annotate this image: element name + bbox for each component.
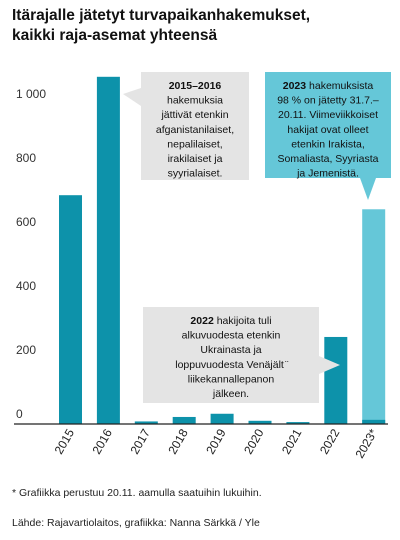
callout-pointer <box>123 88 141 106</box>
x-tick-label: 2021 <box>279 426 305 456</box>
y-tick-label: 1 000 <box>16 87 46 101</box>
x-tick-label: 2022 <box>317 426 343 456</box>
callout-line: syyrialaiset. <box>168 168 223 180</box>
y-tick-label: 800 <box>16 151 36 165</box>
callout-line: irakilaiset ja <box>168 153 223 165</box>
bar <box>210 413 234 424</box>
callout-text-segment: jättivät etenkin <box>160 109 228 121</box>
y-axis-ticks: 0 200 400 600 800 1 000 <box>16 87 46 421</box>
x-tick-label: 2016 <box>90 426 116 456</box>
callout-line: hakemuksia <box>167 95 223 107</box>
footnote: * Grafiikka perustuu 20.11. aamulla saat… <box>12 487 262 499</box>
callout-line: nepalilaiset, <box>167 138 222 150</box>
callout-text-segment: 98 % on jätetty 31.7.– <box>277 95 379 107</box>
bar <box>96 76 120 425</box>
callout-text-segment: irakilaiset ja <box>168 153 223 165</box>
callout-line: hakijat ovat olleet <box>287 124 368 136</box>
callout-2022: 2022 hakijoita tuli alkuvuodesta etenkin U… <box>143 307 340 403</box>
callout-text-segment: hakijoita tuli <box>214 315 272 327</box>
callout-text-segment: afganistanilaiset, <box>156 124 234 136</box>
bar <box>248 420 272 424</box>
callout-text-segment: ja Jemenistä. <box>296 168 359 180</box>
chart-title-line-1: Itärajalle jätetyt turvapaikanhakemukset… <box>12 7 311 24</box>
source-credit: Lähde: Rajavartiolaitos, grafiikka: Nann… <box>12 517 260 529</box>
callout-line: 2023 hakemuksista <box>283 80 374 92</box>
bar <box>324 336 348 424</box>
bar <box>59 195 82 424</box>
x-axis-labels: 2015 2016 2017 2018 2019 2020 2021 2022 2023* <box>52 426 381 460</box>
y-tick-label: 200 <box>16 343 36 357</box>
bar <box>286 422 310 424</box>
callout-text-segment: nepalilaiset, <box>167 138 222 150</box>
callout-line: ja Jemenistä. <box>296 168 359 180</box>
callout-box <box>143 307 319 403</box>
callout-line: 2022 hakijoita tuli <box>190 315 271 327</box>
x-tick-label: 2023* <box>352 426 380 460</box>
chart-title-line-2: kaikki raja-asemat yhteensä <box>12 27 218 44</box>
callout-line: 98 % on jätetty 31.7.– <box>277 95 379 107</box>
callout-text-segment: 2022 <box>190 315 214 327</box>
callout-line: jättivät etenkin <box>160 109 228 121</box>
bars <box>59 76 386 425</box>
callout-text-segment: hakijat ovat olleet <box>287 124 368 136</box>
bar <box>172 416 196 424</box>
callout-2023: 2023 hakemuksista 98 % on jätetty 31.7.– 2… <box>265 72 391 200</box>
callout-line: jälkeen. <box>212 388 249 400</box>
bar-segment <box>362 419 386 424</box>
callouts: 2015–2016 hakemuksia jättivät etenkin afgan… <box>123 72 391 403</box>
x-tick-label: 2017 <box>127 426 153 456</box>
callout-text-segment: hakemuksia <box>167 95 223 107</box>
callout-pointer <box>360 178 376 200</box>
y-tick-label: 600 <box>16 215 36 229</box>
callout-line: etenkin Irakista, <box>291 138 365 150</box>
callout-text-segment: 2015–2016 <box>169 80 222 92</box>
x-tick-label: 2019 <box>203 426 229 456</box>
callout-box <box>141 72 249 180</box>
callout-text-segment: Somaliasta, Syyriasta <box>278 153 379 165</box>
x-tick-label: 2018 <box>165 426 191 456</box>
callout-text-segment: etenkin Irakista, <box>291 138 365 150</box>
chart-title: Itärajalle jätetyt turvapaikanhakemukset… <box>12 6 392 46</box>
callout-text-segment: liikekannallepanon <box>188 373 275 385</box>
callout-text-segment: alkuvuodesta etenkin <box>182 330 281 342</box>
callout-box <box>265 72 391 178</box>
callout-text-segment: jälkeen. <box>212 388 249 400</box>
bar <box>134 421 158 424</box>
callout-text-segment: hakemuksista <box>306 80 373 92</box>
callout-line: Ukrainasta ja <box>200 344 261 356</box>
callout-line: liikekannallepanon <box>188 373 275 385</box>
callout-text-segment: 2023 <box>283 80 307 92</box>
callout-text-segment: loppuvuodesta Venäjält ̈ <box>175 359 289 371</box>
callout-line: Somaliasta, Syyriasta <box>278 153 379 165</box>
x-tick-label: 2020 <box>241 426 267 456</box>
callout-2015-2016: 2015–2016 hakemuksia jättivät etenkin afgan… <box>123 72 249 180</box>
bar <box>362 209 386 424</box>
callout-text-segment: Ukrainasta ja <box>200 344 261 356</box>
y-tick-label: 0 <box>16 407 23 421</box>
callout-line: alkuvuodesta etenkin <box>182 330 281 342</box>
x-tick-label: 2015 <box>52 426 78 456</box>
callout-text-segment: syyrialaiset. <box>168 168 223 180</box>
callout-line: 20.11. Viimeviikkoiset <box>278 109 378 121</box>
callout-text-segment: 20.11. Viimeviikkoiset <box>278 109 378 121</box>
callout-line: 2015–2016 <box>169 80 222 92</box>
callout-line: loppuvuodesta Venäjält ̈ <box>175 359 289 371</box>
y-tick-label: 400 <box>16 279 36 293</box>
callout-pointer <box>319 356 340 374</box>
callout-line: afganistanilaiset, <box>156 124 234 136</box>
